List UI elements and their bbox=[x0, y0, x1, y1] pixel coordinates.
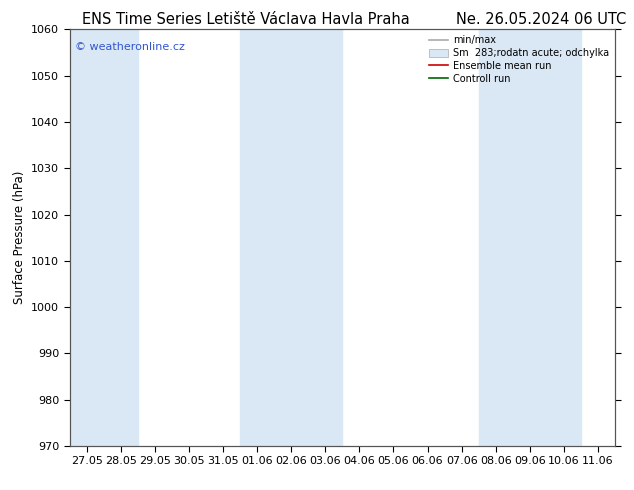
Legend: min/max, Sm  283;rodatn acute; odchylka, Ensemble mean run, Controll run: min/max, Sm 283;rodatn acute; odchylka, … bbox=[425, 31, 613, 88]
Text: © weatheronline.cz: © weatheronline.cz bbox=[75, 42, 185, 52]
Bar bbox=[479, 29, 581, 446]
Y-axis label: Surface Pressure (hPa): Surface Pressure (hPa) bbox=[13, 171, 25, 304]
Bar bbox=[240, 29, 342, 446]
Bar bbox=[70, 29, 138, 446]
Text: ENS Time Series Letiště Václava Havla Praha: ENS Time Series Letiště Václava Havla Pr… bbox=[82, 12, 410, 27]
Text: Ne. 26.05.2024 06 UTC: Ne. 26.05.2024 06 UTC bbox=[456, 12, 627, 27]
